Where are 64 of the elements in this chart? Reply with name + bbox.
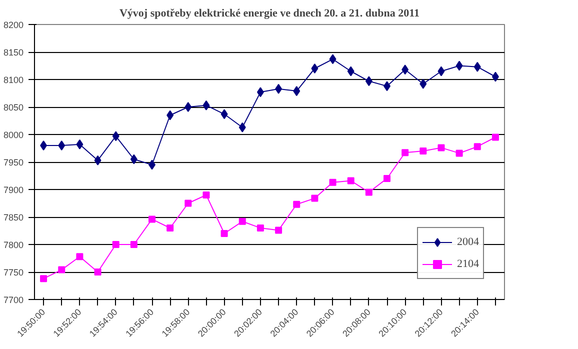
- y-tick-label: 8150: [3, 48, 24, 58]
- point: [238, 122, 246, 132]
- legend-label: 2104: [457, 258, 479, 270]
- y-tick-label: 7750: [3, 268, 24, 278]
- point: [76, 139, 84, 150]
- point: [420, 148, 427, 154]
- point: [58, 140, 66, 150]
- point: [130, 241, 138, 248]
- point: [402, 64, 409, 75]
- point: [238, 218, 246, 225]
- point: [456, 150, 463, 157]
- y-tick-label: 7850: [3, 212, 24, 222]
- point: [293, 200, 300, 208]
- y-tick-label: 7700: [3, 295, 24, 305]
- point: [438, 66, 445, 76]
- point: [166, 224, 174, 232]
- point: [220, 230, 228, 237]
- point: [420, 78, 427, 89]
- y-tick-label: 7950: [3, 158, 24, 168]
- point: [329, 178, 336, 186]
- point: [58, 266, 66, 274]
- point: [112, 241, 120, 248]
- point: [293, 86, 300, 96]
- point: [456, 60, 463, 71]
- point: [474, 62, 481, 72]
- point: [256, 224, 264, 232]
- point: [220, 109, 228, 120]
- y-tick-label: 8000: [3, 130, 24, 140]
- point: [112, 131, 120, 142]
- point: [184, 200, 192, 207]
- point: [384, 175, 390, 182]
- point: [311, 194, 318, 202]
- point: [275, 226, 282, 234]
- point: [40, 275, 48, 282]
- point: [492, 134, 499, 141]
- point: [94, 268, 102, 276]
- point: [402, 149, 409, 156]
- point: [492, 72, 499, 82]
- point: [329, 54, 336, 64]
- point: [202, 100, 210, 110]
- point: [148, 216, 156, 223]
- y-tick-label: 8050: [3, 102, 24, 112]
- point: [347, 177, 354, 184]
- point: [76, 253, 84, 260]
- point: [365, 188, 372, 196]
- point: [40, 140, 48, 150]
- point: [130, 154, 138, 164]
- point: [275, 84, 282, 94]
- y-tick-label: 8200: [3, 20, 24, 30]
- y-tick-label: 7800: [3, 240, 24, 250]
- point: [166, 110, 174, 120]
- point: [474, 143, 481, 150]
- point: [365, 76, 372, 86]
- legend-label: 2004: [457, 236, 479, 248]
- point: [256, 87, 264, 98]
- point: [202, 192, 210, 198]
- chart-title: Vývoj spotřeby elektrické energie ve dnech 20. a 21. dubna 2011: [119, 8, 420, 20]
- point: [347, 66, 354, 76]
- y-tick-label: 8100: [3, 75, 24, 85]
- y-tick-label: 7900: [3, 185, 24, 195]
- point: [311, 64, 318, 74]
- point: [94, 155, 102, 166]
- point: [184, 102, 192, 112]
- point: [438, 144, 445, 152]
